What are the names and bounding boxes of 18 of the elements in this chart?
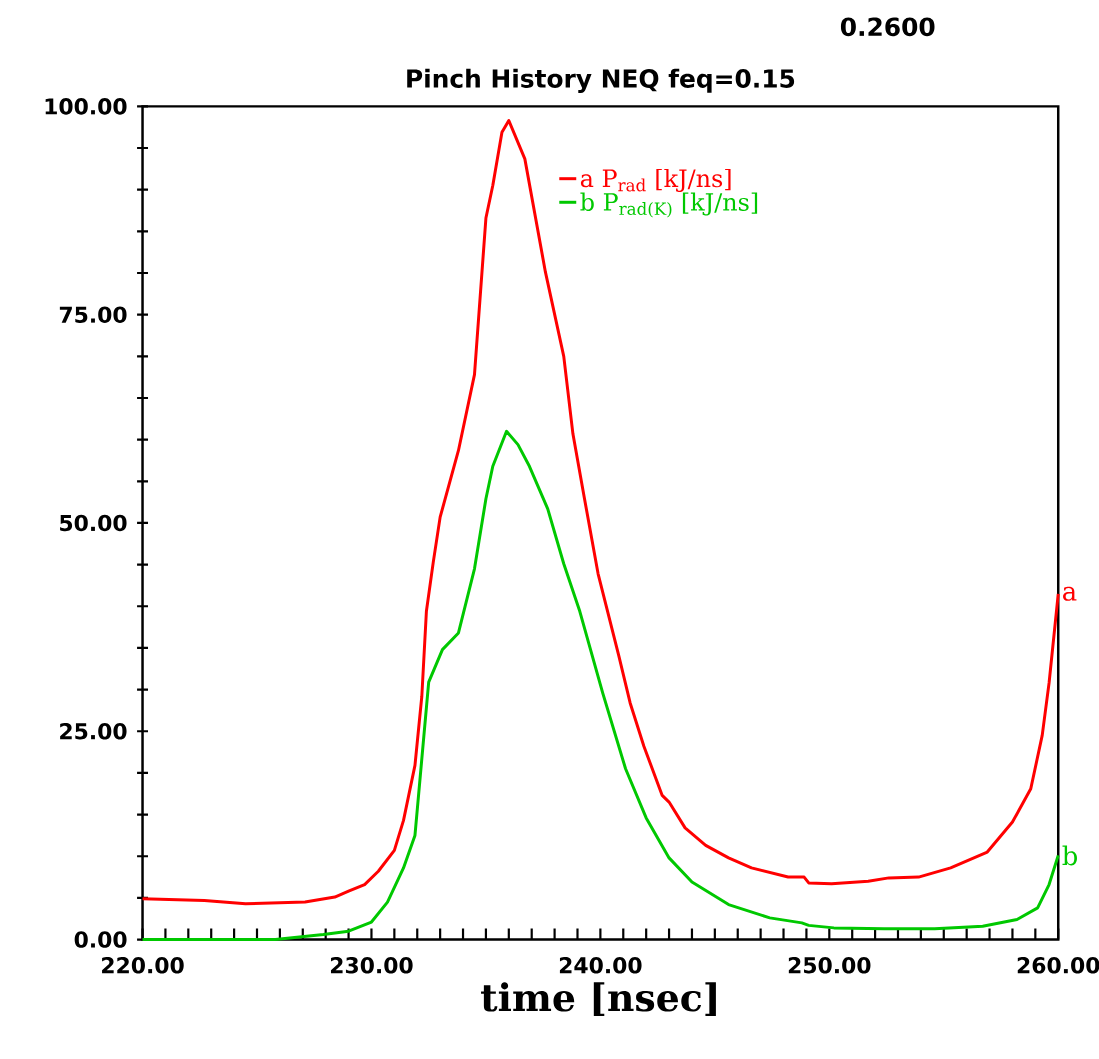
chart-title: Pinch History NEQ feq=0.15: [407, 68, 795, 93]
annotation: a: [1063, 586, 1077, 601]
annotation: b: [1062, 845, 1077, 866]
y-tick-label: 75.00: [59, 306, 127, 323]
x-axis-title: time [nsec]: [481, 982, 716, 1017]
x-tick-label: 240.00: [559, 957, 642, 974]
text: 0.2600: [840, 17, 935, 37]
x-tick-label: 260.00: [1017, 957, 1099, 974]
y-tick-label: 25.00: [60, 723, 127, 740]
legend-label: a P$_{rad}$ [kJ/ns]: [580, 168, 731, 193]
y-tick-label: 50.00: [60, 514, 127, 532]
y-tick-label: 100.00: [45, 98, 127, 115]
x-tick-label: 230.00: [330, 957, 413, 974]
x-tick-label: 220.00: [102, 957, 184, 974]
y-tick-label: 0.00: [74, 931, 127, 948]
x-tick-label: 250.00: [788, 957, 871, 974]
line-series: [141, 119, 1060, 906]
legend-label: b P$_{rad(K)}$ [kJ/ns]: [580, 192, 758, 218]
